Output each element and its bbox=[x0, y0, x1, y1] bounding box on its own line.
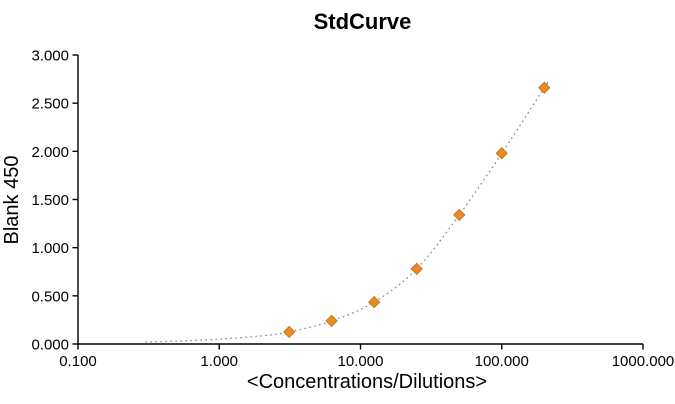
fit-curve bbox=[145, 80, 550, 343]
data-point-diamond bbox=[282, 325, 296, 339]
y-tick-label: 1.500 bbox=[31, 192, 69, 209]
y-tick-label: 2.000 bbox=[31, 144, 69, 161]
y-tick-label: 1.000 bbox=[31, 240, 69, 257]
y-tick-label: 0.000 bbox=[31, 337, 69, 354]
data-point-diamond bbox=[495, 147, 508, 160]
y-tick-label: 2.500 bbox=[31, 96, 69, 113]
data-point-diamond bbox=[453, 208, 466, 222]
x-axis-label: <Concentrations/Dilutions> bbox=[246, 371, 488, 393]
data-point-diamond bbox=[538, 81, 551, 94]
chart-title: StdCurve bbox=[313, 9, 412, 34]
data-point-diamond bbox=[410, 262, 423, 276]
data-point-diamond bbox=[367, 295, 381, 309]
x-tick-label: 1.000 bbox=[200, 353, 238, 370]
y-tick-label: 3.000 bbox=[31, 48, 69, 65]
y-tick-label: 0.500 bbox=[31, 288, 69, 305]
x-tick-label: 0.100 bbox=[59, 353, 97, 370]
data-point-diamond bbox=[325, 314, 338, 328]
x-tick-label: 10.000 bbox=[338, 353, 384, 370]
x-tick-label: 1000.000 bbox=[612, 353, 675, 370]
x-tick-label: 100.000 bbox=[475, 353, 529, 370]
